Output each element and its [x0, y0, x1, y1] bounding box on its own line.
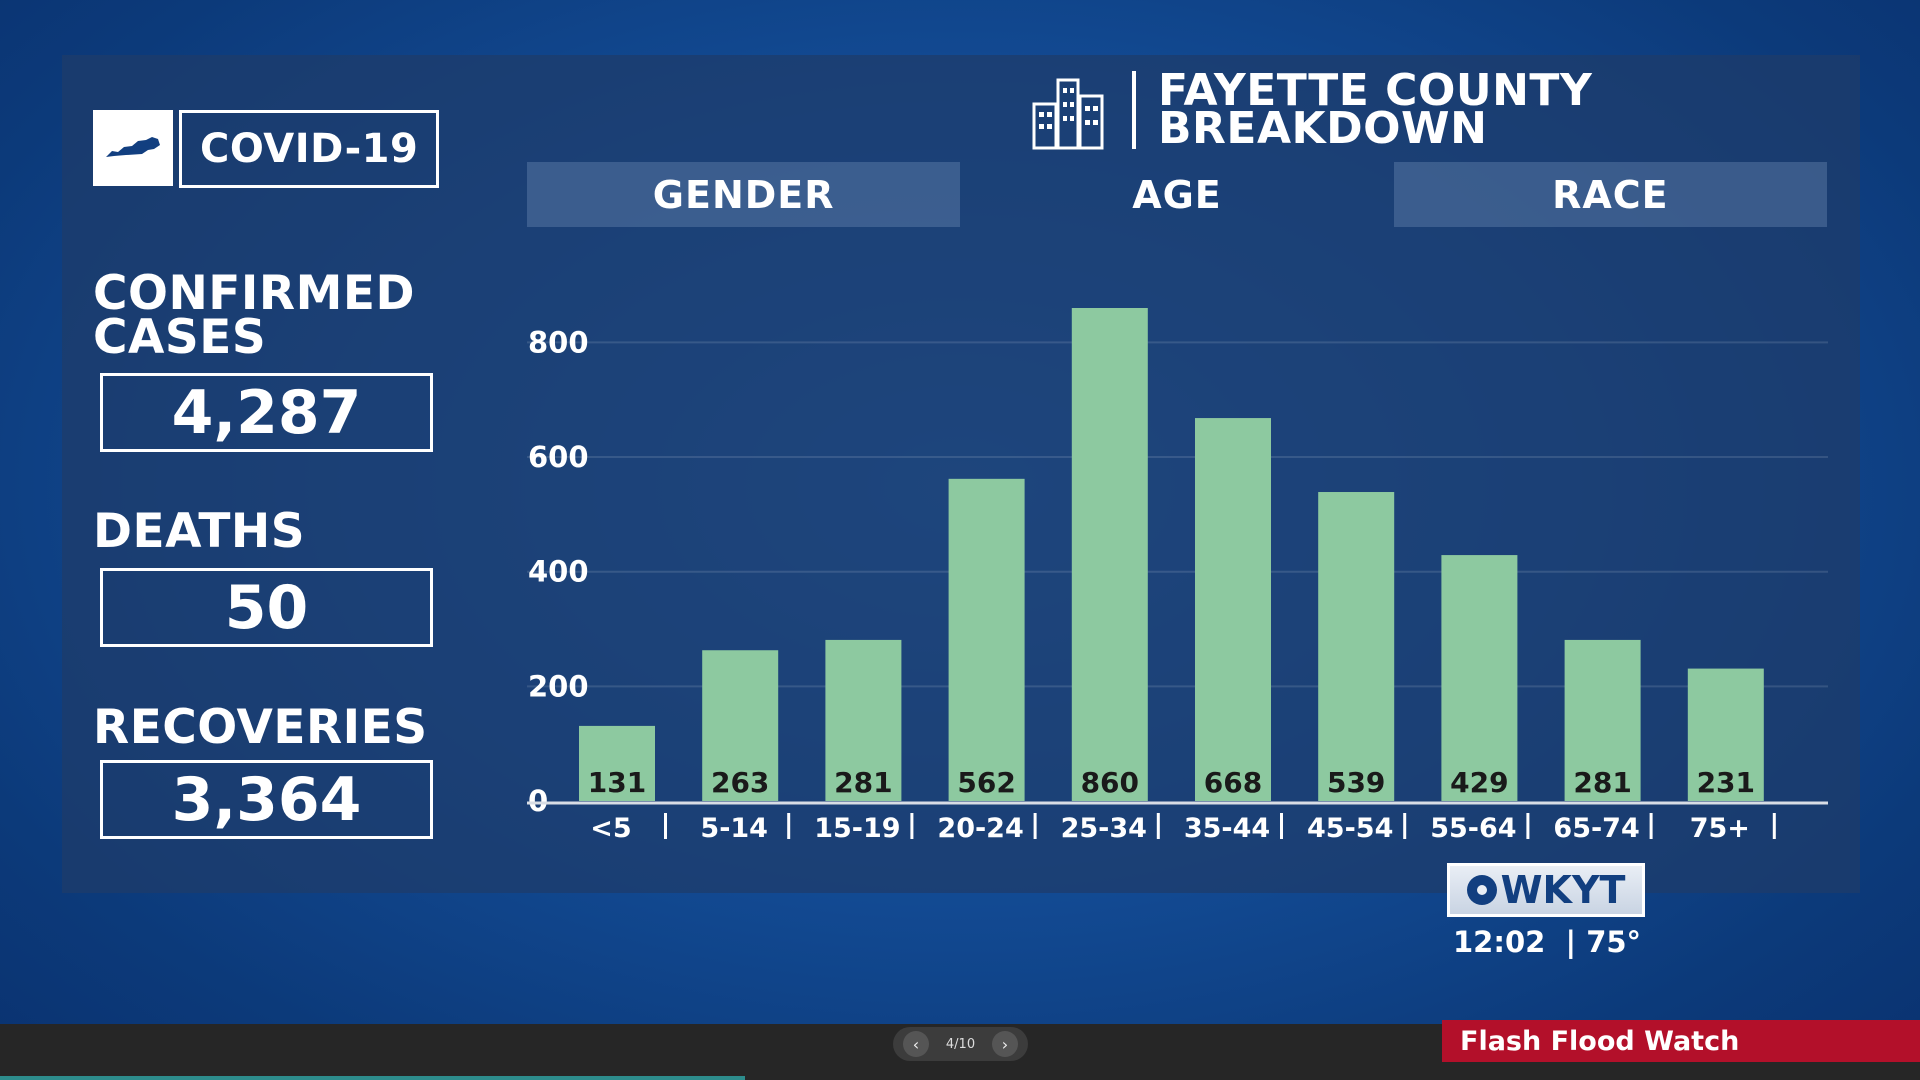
progress-bar [0, 1076, 745, 1080]
x-tick-separator [1772, 813, 1776, 839]
x-tick-label: 55-64 [1430, 813, 1516, 844]
x-tick-label: 25-34 [1061, 813, 1147, 844]
kentucky-icon [93, 110, 173, 186]
y-tick-label: 600 [528, 440, 589, 474]
x-tick-separator [1033, 813, 1037, 839]
bar [1195, 418, 1271, 801]
bar-value-label: 231 [1697, 766, 1755, 799]
bar [702, 650, 779, 801]
y-tick-label: 200 [528, 669, 589, 703]
x-tick-separator [1649, 813, 1653, 839]
x-tick-label: 75+ [1690, 813, 1750, 844]
x-tick-separator [1280, 813, 1283, 839]
x-tick-label: 35-44 [1184, 813, 1270, 844]
buildings-icon [1032, 78, 1104, 150]
cbs-eye-icon [1466, 875, 1497, 905]
tab-age[interactable]: AGE [1132, 172, 1222, 217]
station-logo: WKYT [1447, 863, 1645, 917]
bar-value-label: 668 [1204, 766, 1262, 799]
bar-value-label: 263 [711, 766, 769, 799]
x-tick-label: 5-14 [700, 813, 768, 844]
deaths-label: DEATHS [93, 504, 306, 559]
slide-counter: 4/10 [945, 1036, 976, 1052]
bar-value-label: 281 [834, 766, 892, 799]
bar-value-label: 429 [1450, 766, 1508, 799]
clock-time: 12:02 [1453, 925, 1546, 959]
bar [1687, 668, 1764, 801]
confirmed-cases-value: 4,287 [100, 373, 433, 452]
age-bar-chart: 0 200 400 600 800 131 <5 263 5-14 281 15-19 562 20-2… [527, 308, 1828, 844]
temperature: 75° [1586, 925, 1642, 959]
bar [1071, 308, 1148, 801]
y-tick-label: 0 [528, 784, 548, 818]
confirmed-cases-label: CONFIRMED CASES [93, 266, 415, 365]
recoveries-value: 3,364 [100, 760, 433, 839]
covid-brand: COVID-19 [93, 110, 440, 188]
x-tick-separator [1526, 813, 1530, 839]
bar [825, 639, 902, 801]
prev-slide-button[interactable]: ‹ [903, 1031, 929, 1057]
time-temp: 12:02 | 75° [1453, 925, 1642, 959]
x-tick-separator [787, 813, 791, 839]
bar [1318, 492, 1395, 801]
bar-value-label: 281 [1573, 766, 1631, 799]
bar-value-label: 860 [1081, 766, 1139, 799]
x-tick-label: 45-54 [1307, 813, 1393, 844]
x-tick-separator [1156, 813, 1160, 839]
chart-header: FAYETTE COUNTY BREAKDOWN [1030, 65, 1593, 154]
covid-label: COVID-19 [179, 110, 440, 188]
slide-pager: ‹ 4/10 › [893, 1027, 1028, 1061]
bar [1564, 639, 1641, 801]
x-tick-separator [664, 813, 667, 839]
bar-value-label: 539 [1327, 766, 1385, 799]
header-divider [1132, 71, 1136, 149]
y-tick-label: 400 [528, 555, 589, 589]
x-tick-separator [1403, 813, 1407, 839]
deaths-value: 50 [100, 568, 433, 647]
bar [1441, 555, 1518, 801]
x-tick-separator [910, 813, 914, 839]
next-slide-button[interactable]: › [991, 1031, 1018, 1057]
breakdown-tabs: GENDER AGE RACE [527, 162, 1827, 227]
x-tick-label: 15-19 [814, 813, 900, 844]
tab-gender[interactable]: GENDER [527, 162, 961, 227]
x-tick-label: 20-24 [937, 813, 1023, 844]
y-tick-label: 800 [528, 325, 589, 359]
x-tick-label: 65-74 [1553, 813, 1639, 844]
bar [579, 725, 655, 801]
tab-race[interactable]: RACE [1393, 162, 1827, 227]
x-tick-label: <5 [590, 813, 631, 844]
bar [948, 478, 1025, 801]
bar-value-label: 562 [957, 766, 1015, 799]
bar-value-label: 131 [588, 766, 646, 799]
flash-flood-alert: Flash Flood Watch [1442, 1020, 1920, 1062]
chart-title: FAYETTE COUNTY BREAKDOWN [1158, 65, 1593, 154]
recoveries-label: RECOVERIES [93, 700, 428, 755]
